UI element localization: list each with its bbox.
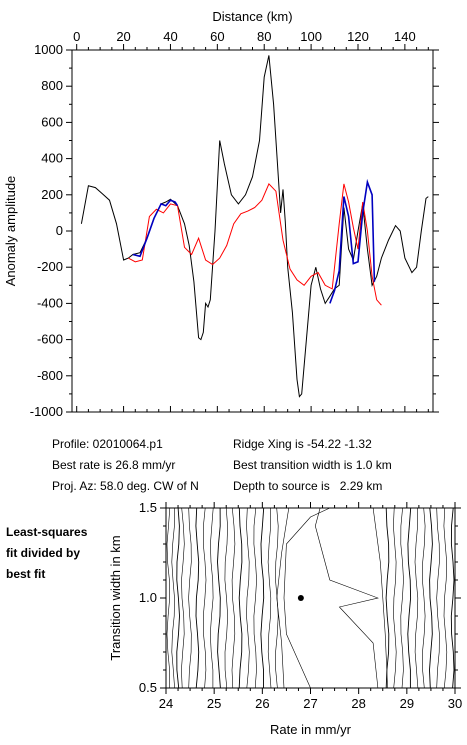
contour-line (238, 508, 243, 688)
ridge-crossing-label: Ridge Xing is -54.22 -1.32 (233, 437, 372, 451)
contour-lines (166, 508, 455, 688)
x-tick-label: 30 (448, 696, 462, 711)
series-line (80, 55, 429, 398)
contour-line (422, 508, 426, 688)
projection-azimuth-label: Proj. Az: 58.0 deg. CW of N (52, 479, 199, 493)
y-tick-label: -400 (37, 295, 63, 310)
contour-line (450, 508, 455, 688)
y-tick-label: 600 (41, 114, 63, 129)
x-axis-label: Distance (km) (212, 9, 292, 24)
contour-line (217, 508, 221, 688)
x-tick-label: 28 (351, 696, 365, 711)
best-rate-label: Best rate is 26.8 mm/yr (52, 458, 176, 472)
contour-line (429, 508, 433, 688)
contour-frame (165, 507, 456, 689)
series-line (329, 178, 376, 304)
contour-line (400, 508, 404, 688)
contour-line (372, 508, 388, 688)
misfit-note-line: Least-squares (6, 525, 88, 539)
x-tick-label: 26 (255, 696, 269, 711)
series-line (132, 199, 179, 258)
y-tick-label: 1.0 (139, 590, 157, 605)
y-tick-label: -600 (37, 332, 63, 347)
y-tick-label: 400 (41, 151, 63, 166)
best-fit-point (297, 595, 304, 601)
x-tick-label: 20 (116, 29, 130, 44)
x-tick-label: 140 (394, 29, 416, 44)
plot-frame (71, 49, 434, 413)
y-tick-label: 0 (56, 223, 63, 238)
x-tick-label: 24 (159, 696, 173, 711)
contour-line (393, 508, 397, 688)
best-transition-width-label: Best transition width is 1.0 km (233, 458, 392, 472)
contour-line (385, 508, 390, 688)
x-tick-label: 29 (400, 696, 414, 711)
y-tick-label: 1.5 (139, 500, 157, 515)
depth-to-source-label: Depth to source is 2.29 km (233, 479, 383, 493)
contour-line (231, 508, 236, 688)
x-tick-label: 0 (73, 29, 80, 44)
x-tick-label: 100 (300, 29, 322, 44)
contour-line (314, 508, 379, 688)
contour-line (443, 508, 448, 688)
contour-line (188, 508, 192, 688)
y-tick-label: -200 (37, 259, 63, 274)
y-axis-label: Anomaly amplitude (3, 176, 18, 287)
y-tick-label: 0.5 (139, 680, 157, 695)
misfit-note-line: fit divided by (6, 546, 81, 560)
x-tick-label: 40 (163, 29, 177, 44)
contour-line (246, 508, 250, 688)
x-tick-label: 25 (207, 696, 221, 711)
y-tick-label: -800 (37, 368, 63, 383)
contour-line (166, 508, 171, 688)
contour-line (224, 508, 229, 688)
misfit-note-line: best fit (6, 567, 46, 581)
contour-line (283, 508, 330, 688)
y-tick-label: 200 (41, 187, 63, 202)
profile-label: Profile: 02010064.p1 (52, 437, 163, 451)
anomaly-plot: 0 20 40 60 80 100 120 140 Distance (km) 1000 800 60… (3, 9, 439, 419)
y-tick-label: 800 (41, 78, 63, 93)
contour-line (195, 508, 200, 688)
y-tick-label: 1000 (34, 42, 63, 57)
series-line (128, 183, 382, 306)
x-tick-label: 80 (257, 29, 271, 44)
contour-line (171, 508, 175, 688)
y-axis-label: Transition width in km (108, 535, 123, 660)
contour-line (276, 508, 290, 688)
misfit-note: Least-squares fit divided by best fit (6, 522, 87, 585)
x-tick-label: 60 (210, 29, 224, 44)
contour-line (253, 508, 257, 688)
contour-line (260, 508, 265, 688)
contour-line (181, 508, 185, 688)
contour-line (209, 508, 214, 688)
misfit-contour-plot: 24 25 26 27 28 29 30 Rate in mm/yr 1.5 1.0 0.5 Tran… (108, 500, 462, 737)
contour-line (414, 508, 419, 688)
x-tick-label: 27 (303, 696, 317, 711)
contour-line (176, 508, 180, 688)
x-tick-label: 120 (347, 29, 369, 44)
x-axis-label: Rate in mm/yr (270, 722, 352, 737)
contour-line (202, 508, 207, 688)
contour-line (436, 508, 440, 688)
contour-line (407, 508, 412, 688)
contour-line (267, 508, 272, 688)
y-tick-label: -1000 (30, 404, 63, 419)
